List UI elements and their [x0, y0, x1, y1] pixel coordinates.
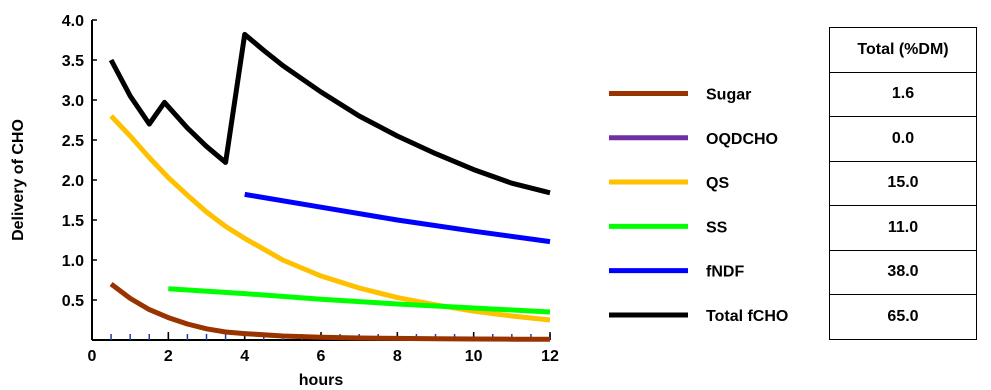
x-tick-label: 10 [465, 348, 483, 365]
series-lines [108, 31, 551, 342]
table-row: 38.0 [829, 249, 977, 295]
table-header: Total (%DM) [829, 27, 977, 73]
table-cell: 11.0 [829, 205, 977, 251]
legend-label: SS [706, 219, 728, 236]
y-tick-label: 3.5 [62, 53, 84, 70]
table-row: 11.0 [829, 205, 977, 251]
table-row: 1.6 [829, 71, 977, 117]
legend: Sugar OQDCHO QS SS fNDF Total fCHO [609, 86, 788, 325]
table-header-row: Total (%DM) [829, 27, 977, 73]
totals-table: Total (%DM) 1.6 0.0 15.0 11.0 38.0 65.0 [829, 27, 977, 340]
legend-label: QS [706, 175, 729, 192]
ticks: 0.5 1.0 1.5 2.0 2.5 3.0 3.5 4.0 0 2 4 6 8 10 12 [62, 13, 559, 365]
y-tick-label: 3.0 [62, 93, 84, 110]
y-tick-label: 4.0 [62, 13, 84, 30]
legend-label: OQDCHO [706, 131, 778, 148]
x-tick-label: 4 [240, 348, 249, 365]
x-tick-label: 6 [317, 348, 326, 365]
legend-label: Sugar [706, 86, 751, 103]
y-tick-label: 2.5 [62, 133, 84, 150]
table-cell: 1.6 [829, 71, 977, 117]
y-tick-label: 2.0 [62, 173, 84, 190]
x-tick-label: 12 [541, 348, 559, 365]
table-cell: 38.0 [829, 249, 977, 295]
legend-label: Total fCHO [706, 308, 788, 325]
series-line-ss [168, 286, 551, 315]
series-line-fndf [244, 191, 551, 245]
table-cell: 15.0 [829, 160, 977, 206]
legend-label: fNDF [706, 264, 744, 281]
table-cell: 65.0 [829, 294, 977, 340]
y-tick-label: 1.5 [62, 213, 84, 230]
x-tick-label: 8 [393, 348, 402, 365]
y-tick-label: 0.5 [62, 293, 84, 310]
x-tick-label: 2 [164, 348, 173, 365]
y-tick-label: 1.0 [62, 253, 84, 270]
table-row: 15.0 [829, 160, 977, 206]
table-row: 0.0 [829, 116, 977, 162]
table-row: 65.0 [829, 294, 977, 340]
series-line-sugar [109, 282, 550, 342]
series-line-total-fcho [108, 31, 551, 196]
x-axis-title: hours [299, 372, 344, 389]
axes [91, 20, 550, 341]
y-axis-title: Delivery of CHO [10, 119, 27, 241]
x-tick-label: 0 [88, 348, 97, 365]
table-cell: 0.0 [829, 116, 977, 162]
